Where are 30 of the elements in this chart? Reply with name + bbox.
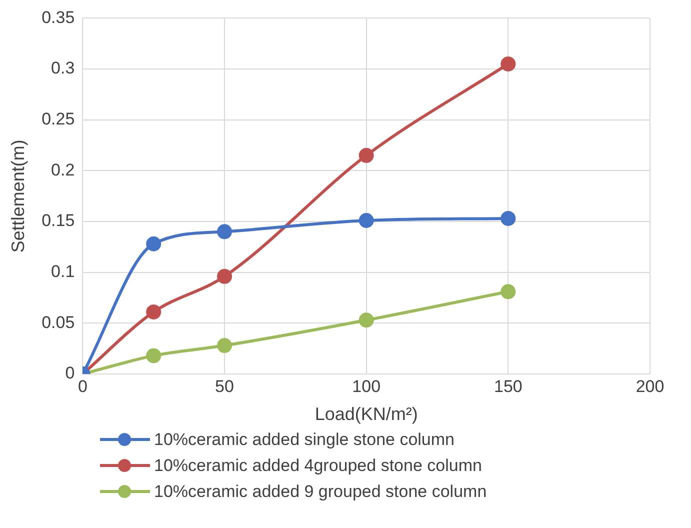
y-tick-label: 0.3 [51,58,75,78]
point [500,284,516,300]
legend-label: 10%ceramic added single stone column [154,430,455,450]
point [500,210,516,226]
x-tick-label: 50 [215,376,234,396]
y-tick-label: 0.2 [51,160,75,180]
x-tick-label: 150 [494,376,522,396]
point [146,236,162,252]
y-tick-label: 0 [65,364,75,383]
point [217,268,232,284]
point [358,213,374,228]
y-tick-label: 0.05 [42,312,75,332]
y-tick-label: 0.1 [51,262,75,282]
point [146,348,162,364]
y-tick-label: 0.25 [42,110,75,129]
point [217,338,232,354]
point [358,148,374,163]
point [358,312,374,328]
x-axis-title: Load(KN/m²) [314,404,418,424]
point [146,304,162,320]
x-tick-label: 100 [352,376,381,396]
y-tick-label: 0.35 [42,8,75,27]
x-tick-label: 0 [78,376,88,396]
point [217,224,232,240]
y-tick-label: 0.15 [42,211,75,230]
legend-label: 10%ceramic added 4grouped stone column [154,456,482,476]
x-tick-label: 200 [636,376,664,396]
legend-label: 10%ceramic added 9 grouped stone column [154,482,487,502]
point [500,56,516,72]
y-axis-title: Settlement(m) [8,140,28,253]
